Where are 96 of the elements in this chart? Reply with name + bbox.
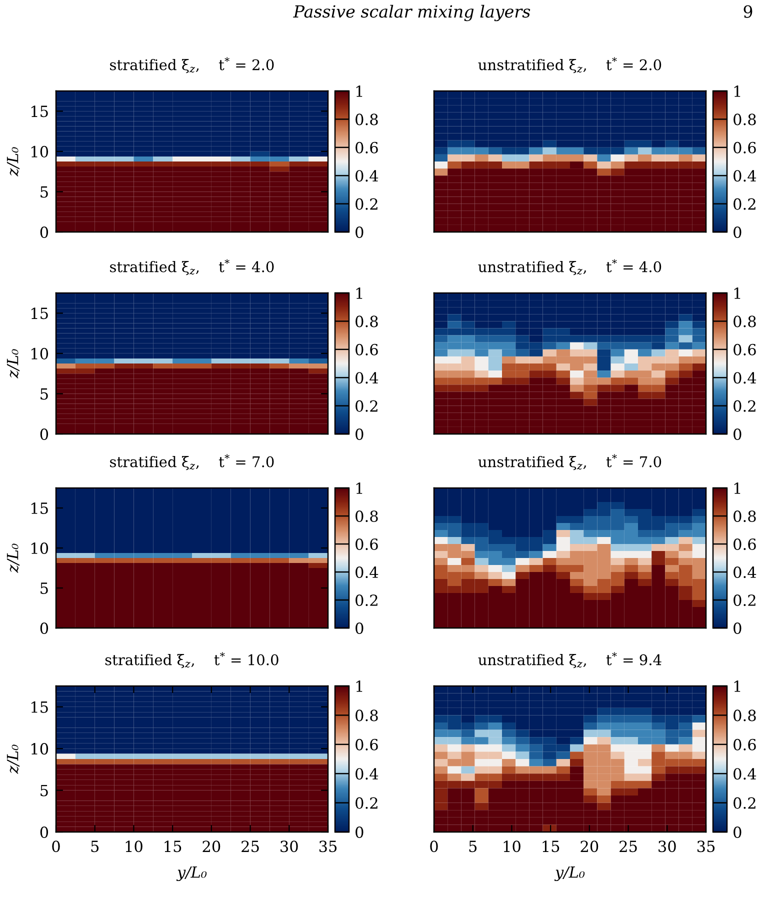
chart-title: unstratified ξ$_{z}$, t$^{*}$ = 9.4: [478, 652, 662, 668]
x-tick-label: 10: [504, 840, 520, 852]
x-tick-label: 5: [469, 840, 477, 852]
x-tick-label: 5: [91, 840, 99, 852]
color-bar-label: 0.8: [356, 316, 378, 328]
chart-title: stratified ξ$_{z}$, t$^{*}$ = 10.0: [105, 652, 278, 668]
x-tick-label: 20: [580, 840, 598, 852]
color-bar-label: 0.4: [734, 566, 756, 578]
color-bar-label: 0: [734, 622, 742, 634]
x-tick-label: 0: [430, 840, 438, 852]
y-tick-label: 0: [40, 226, 48, 238]
color-bar-label: 1: [734, 680, 740, 692]
color-bar-label: 0.8: [734, 316, 756, 328]
chart-title: unstratified ξ$_{z}$, t$^{*}$ = 4.0: [478, 259, 662, 276]
color-bar-label: 0.4: [356, 768, 378, 780]
color-bar-label: 0.2: [734, 594, 756, 606]
chart-title: stratified ξ$_{z}$, t$^{*}$ = 4.0: [110, 259, 274, 276]
x-tick-label: 35: [319, 840, 337, 852]
color-bar-label: 0: [356, 622, 364, 634]
color-bar-label: 0.2: [356, 594, 378, 606]
y-axis-title: z/L₀: [6, 544, 20, 573]
color-bar-label: 0.4: [356, 372, 378, 384]
color-bar-label: 0.4: [356, 566, 378, 578]
y-tick-label: 5: [40, 388, 48, 400]
color-bar-label: 1: [734, 287, 740, 299]
x-tick-label: 30: [280, 840, 298, 852]
y-tick-label: 10: [31, 542, 48, 554]
x-tick-label: 35: [697, 840, 715, 852]
color-bar-label: 0: [734, 226, 742, 238]
y-tick-label: 5: [40, 582, 48, 594]
color-bar-label: 0: [356, 826, 364, 838]
y-tick-label: 10: [31, 743, 48, 755]
x-tick-label: 25: [620, 840, 637, 852]
y-tick-label: 5: [40, 784, 48, 796]
color-bar-label: 0.8: [734, 114, 756, 126]
x-axis-title: y/L₀: [554, 866, 585, 882]
color-bar-label: 0.2: [356, 400, 378, 412]
y-tick-label: 0: [40, 428, 48, 440]
y-tick-label: 10: [31, 348, 48, 360]
color-bar-label: 0.6: [356, 538, 378, 550]
color-bar-label: 1: [734, 482, 740, 494]
color-bar-label: 1: [356, 85, 362, 97]
x-tick-label: 15: [164, 840, 182, 852]
text: 9: [744, 5, 752, 18]
color-bar-label: 0.6: [734, 142, 756, 154]
y-tick-label: 15: [31, 701, 48, 713]
y-tick-label: 0: [40, 622, 48, 634]
color-bar-label: 0.2: [356, 797, 378, 809]
chart-title: stratified ξ$_{z}$, t$^{*}$ = 2.0: [110, 57, 274, 74]
color-bar-label: 0.6: [734, 738, 756, 750]
color-bar-label: 0.8: [734, 710, 756, 722]
x-tick-label: 20: [202, 840, 220, 852]
color-bar-label: 0.8: [734, 510, 756, 522]
color-bar-label: 0: [356, 226, 364, 238]
y-tick-label: 5: [40, 186, 48, 198]
color-bar-label: 0.6: [734, 538, 756, 550]
color-bar-label: 0.6: [734, 344, 756, 356]
color-bar-label: 0.6: [356, 344, 378, 356]
y-axis-title: z/L₀: [6, 147, 20, 176]
x-tick-label: 10: [126, 840, 142, 852]
color-bar-label: 0.2: [734, 198, 756, 210]
chart-title: unstratified ξ$_{z}$, t$^{*}$ = 2.0: [478, 57, 662, 74]
color-bar-label: 0: [734, 826, 742, 838]
x-axis-title: y/L₀: [176, 866, 207, 882]
x-tick-label: 30: [658, 840, 676, 852]
color-bar-label: 0.6: [356, 738, 378, 750]
color-bar-label: 0.4: [734, 768, 756, 780]
color-bar-label: 0.8: [356, 710, 378, 722]
color-bar-label: 0.4: [734, 170, 756, 182]
color-bar-label: 1: [734, 85, 740, 97]
y-tick-label: 10: [31, 146, 48, 158]
y-tick-label: 0: [40, 826, 48, 838]
color-bar-label: 0.8: [356, 510, 378, 522]
color-bar-label: 0.4: [734, 372, 756, 384]
color-bar-label: 0.2: [734, 797, 756, 809]
text: Passive scalar mixing layers: [293, 4, 530, 22]
color-bar-label: 1: [356, 680, 362, 692]
y-tick-label: 15: [31, 308, 48, 320]
color-bar-label: 0.2: [734, 400, 756, 412]
chart-title: stratified ξ$_{z}$, t$^{*}$ = 7.0: [110, 454, 274, 470]
chart-title: unstratified ξ$_{z}$, t$^{*}$ = 7.0: [478, 454, 662, 470]
x-tick-label: 0: [52, 840, 60, 852]
color-bar-label: 1: [356, 287, 362, 299]
color-bar-label: 1: [356, 482, 362, 494]
color-bar-label: 0.4: [356, 170, 378, 182]
x-tick-label: 25: [242, 840, 259, 852]
x-tick-label: 15: [542, 840, 560, 852]
y-axis-title: z/L₀: [6, 349, 20, 378]
color-bar-label: 0: [356, 428, 364, 440]
color-bar-label: 0.8: [356, 114, 378, 126]
color-bar-label: 0: [734, 428, 742, 440]
y-axis-title: z/L₀: [6, 744, 20, 774]
color-bar-label: 0.6: [356, 142, 378, 154]
color-bar-label: 0.2: [356, 198, 378, 210]
y-tick-label: 15: [31, 106, 48, 118]
y-tick-label: 15: [31, 502, 48, 514]
